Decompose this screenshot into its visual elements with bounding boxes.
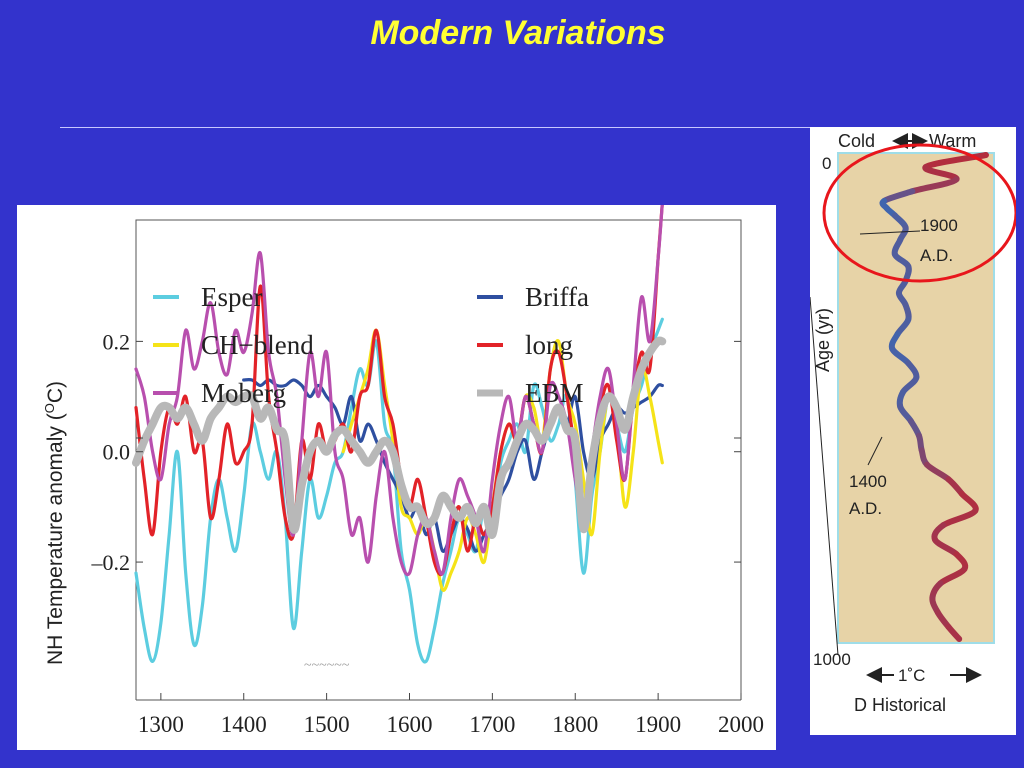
y-axis-label: NH Temperature anomaly (OC) <box>42 381 67 665</box>
partial-cut-text: ~~~~~~ <box>304 658 350 673</box>
legend-label: Briffa <box>525 282 589 312</box>
title-divider <box>60 127 812 128</box>
annotation-1900-era: A.D. <box>920 246 953 265</box>
x-tick-label: 2000 <box>718 712 764 737</box>
series-lines <box>132 205 667 664</box>
curve-segment <box>909 176 960 195</box>
y-tick-label: 0.0 <box>103 440 131 465</box>
legend-label: CH−blend <box>201 330 314 360</box>
scale-label: 1˚C <box>898 666 925 685</box>
historical-curve-svg: Cold Warm 0 Age (yr) 1900 A.D. 1400 A.D.… <box>810 131 1016 715</box>
series-line-ebm <box>132 336 667 539</box>
cold-label: Cold <box>838 131 875 151</box>
temperature-curve <box>879 152 989 642</box>
legend-label: long <box>525 330 573 360</box>
x-tick-label: 1700 <box>469 712 515 737</box>
legend-label: Moberg <box>201 378 286 408</box>
age-axis-label: Age (yr) <box>813 308 833 372</box>
historical-label: D Historical <box>854 695 946 715</box>
legend-label: Esper <box>201 282 262 312</box>
x-tick-label: 1400 <box>221 712 267 737</box>
curve-background <box>837 152 995 644</box>
chart-legend: Esper Briffa CH−blend long Moberg EBM <box>153 282 589 408</box>
historical-curve-panel: Cold Warm 0 Age (yr) 1900 A.D. 1400 A.D.… <box>810 127 1016 735</box>
curve-segment <box>945 623 963 642</box>
series-line-briffa <box>242 378 664 553</box>
nh-temperature-chart: 0.2 0.0 –0.2 ~~~~~~ 1300 1400 1500 1600 1700 18… <box>17 205 776 750</box>
x-tick-label: 1800 <box>552 712 598 737</box>
annotation-1900-year: 1900 <box>920 216 958 235</box>
annotation-1400-year: 1400 <box>849 472 887 491</box>
x-axis-ticks: 1300 1400 1500 1600 1700 1800 1900 2000 <box>138 693 764 737</box>
y-tick-label: –0.2 <box>91 550 131 575</box>
nh-temperature-chart-svg: 0.2 0.0 –0.2 ~~~~~~ 1300 1400 1500 1600 1700 18… <box>17 205 776 750</box>
slide-title: Modern Variations <box>370 14 666 52</box>
x-tick-label: 1300 <box>138 712 184 737</box>
x-tick-label: 1500 <box>304 712 350 737</box>
axis-ticks: 0.2 0.0 –0.2 <box>91 329 741 575</box>
highlight-circle <box>822 143 1016 283</box>
bottom-mask <box>17 664 776 750</box>
connector-line <box>810 296 839 656</box>
annotation-1900-leader <box>859 230 921 235</box>
y-tick-label: 0.2 <box>103 329 131 354</box>
annotation-1400-era: A.D. <box>849 499 882 518</box>
age-top-label: 0 <box>822 154 831 173</box>
x-tick-label: 1600 <box>386 712 432 737</box>
annotation-1400-leader <box>867 436 883 466</box>
legend-label: EBM <box>525 378 584 408</box>
age-bottom-label: 1000 <box>813 650 851 669</box>
x-tick-label: 1900 <box>635 712 681 737</box>
